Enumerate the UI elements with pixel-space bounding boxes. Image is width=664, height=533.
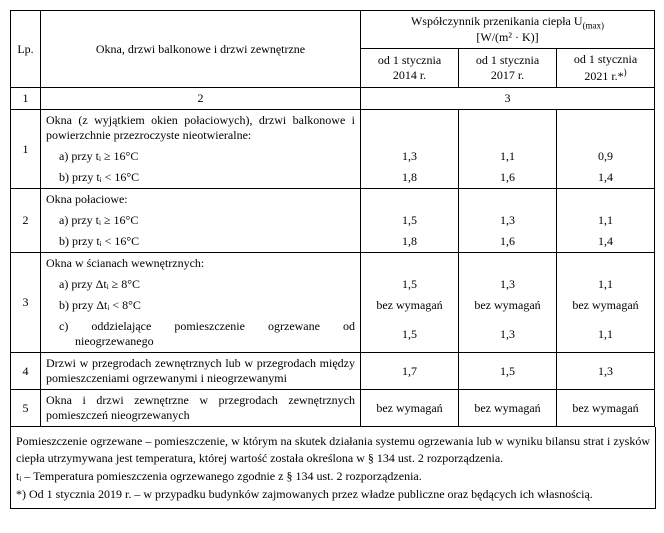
val-cell: 1,4 <box>557 231 655 253</box>
col-2021: od 1 stycznia 2021 r.*) <box>557 49 655 88</box>
footnote-2: tᵢ – Temperatura pomieszczenia ogrzewane… <box>16 468 650 484</box>
val-cell: 1,3 <box>557 353 655 390</box>
table-row: 5 Okna i drzwi zewnętrzne w przegrodach … <box>11 390 655 427</box>
val-cell: 1,1 <box>557 210 655 231</box>
row-title: Okna w ścianach wewnętrznych: <box>41 253 361 275</box>
val-cell: 1,7 <box>361 353 459 390</box>
table-row: b) przy tᵢ < 16°C 1,8 1,6 1,4 <box>11 231 655 253</box>
val-cell: 1,5 <box>361 210 459 231</box>
lp-cell: 2 <box>11 189 41 253</box>
footnotes: Pomieszczenie ogrzewane – pomieszczenie,… <box>10 427 656 509</box>
number-row: 1 2 3 <box>11 88 655 110</box>
row-sub-c: c) oddzielające pomieszczenie ogrzewane … <box>41 316 361 353</box>
val-cell: bez wymagań <box>361 295 459 316</box>
footnote-3: *) Od 1 stycznia 2019 r. – w przypadku b… <box>16 486 650 502</box>
lp-cell: 4 <box>11 353 41 390</box>
val-cell: bez wymagań <box>459 390 557 427</box>
col-2017: od 1 stycznia 2017 r. <box>459 49 557 88</box>
header-coef: Współczynnik przenikania ciepła U(max) [… <box>361 11 655 49</box>
row-sub-a: a) przy Δtᵢ ≥ 8°C <box>41 274 361 295</box>
val-cell: 1,8 <box>361 167 459 189</box>
table-row: 2 Okna połaciowe: <box>11 189 655 211</box>
val-cell: 1,3 <box>459 274 557 295</box>
val-cell: 1,3 <box>361 146 459 167</box>
table-row: a) przy tᵢ ≥ 16°C 1,5 1,3 1,1 <box>11 210 655 231</box>
val-cell: 1,3 <box>459 316 557 353</box>
row-sub-b: b) przy tᵢ < 16°C <box>41 231 361 253</box>
lp-cell: 1 <box>11 110 41 189</box>
table-row: b) przy Δtᵢ < 8°C bez wymagań bez wymaga… <box>11 295 655 316</box>
val-cell: 1,8 <box>361 231 459 253</box>
row-sub-b: b) przy Δtᵢ < 8°C <box>41 295 361 316</box>
footnote-1: Pomieszczenie ogrzewane – pomieszczenie,… <box>16 433 650 465</box>
coef-unit: [W/(m² · K)] <box>476 30 538 44</box>
row-title: Okna i drzwi zewnętrzne w przegrodach ze… <box>41 390 361 427</box>
val-cell: bez wymagań <box>557 390 655 427</box>
val-cell: 1,5 <box>459 353 557 390</box>
val-cell: 1,5 <box>361 274 459 295</box>
row-sub-a: a) przy tᵢ ≥ 16°C <box>41 210 361 231</box>
table-row: a) przy tᵢ ≥ 16°C 1,3 1,1 0,9 <box>11 146 655 167</box>
val-cell: 0,9 <box>557 146 655 167</box>
table-row: 3 Okna w ścianach wewnętrznych: <box>11 253 655 275</box>
row-sub-b: b) przy tᵢ < 16°C <box>41 167 361 189</box>
val-cell: bez wymagań <box>459 295 557 316</box>
val-cell: 1,1 <box>557 316 655 353</box>
header-desc: Okna, drzwi balkonowe i drzwi zewnętrzne <box>41 11 361 88</box>
val-cell: 1,1 <box>459 146 557 167</box>
val-cell: 1,5 <box>361 316 459 353</box>
table-row: 4 Drzwi w przegrodach zewnętrznych lub w… <box>11 353 655 390</box>
num-3: 3 <box>361 88 655 110</box>
col-2014: od 1 stycznia 2014 r. <box>361 49 459 88</box>
table-row: c) oddzielające pomieszczenie ogrzewane … <box>11 316 655 353</box>
table-row: a) przy Δtᵢ ≥ 8°C 1,5 1,3 1,1 <box>11 274 655 295</box>
val-cell: 1,1 <box>557 274 655 295</box>
header-row-1: Lp. Okna, drzwi balkonowe i drzwi zewnęt… <box>11 11 655 49</box>
num-2: 2 <box>41 88 361 110</box>
val-cell: bez wymagań <box>557 295 655 316</box>
table-row: b) przy tᵢ < 16°C 1,8 1,6 1,4 <box>11 167 655 189</box>
row-title: Okna (z wyjątkiem okien połaciowych), dr… <box>41 110 361 147</box>
table-row: 1 Okna (z wyjątkiem okien połaciowych), … <box>11 110 655 147</box>
coefficients-table: Lp. Okna, drzwi balkonowe i drzwi zewnęt… <box>10 10 655 427</box>
lp-cell: 5 <box>11 390 41 427</box>
coef-title: Współczynnik przenikania ciepła U <box>411 14 583 28</box>
val-cell: 1,6 <box>459 167 557 189</box>
val-cell: bez wymagań <box>361 390 459 427</box>
coef-sub: (max) <box>583 20 605 30</box>
val-cell: 1,4 <box>557 167 655 189</box>
row-sub-a: a) przy tᵢ ≥ 16°C <box>41 146 361 167</box>
val-cell: 1,6 <box>459 231 557 253</box>
row-title: Okna połaciowe: <box>41 189 361 211</box>
lp-cell: 3 <box>11 253 41 353</box>
val-cell: 1,3 <box>459 210 557 231</box>
num-1: 1 <box>11 88 41 110</box>
row-title: Drzwi w przegrodach zewnętrznych lub w p… <box>41 353 361 390</box>
header-lp: Lp. <box>11 11 41 88</box>
